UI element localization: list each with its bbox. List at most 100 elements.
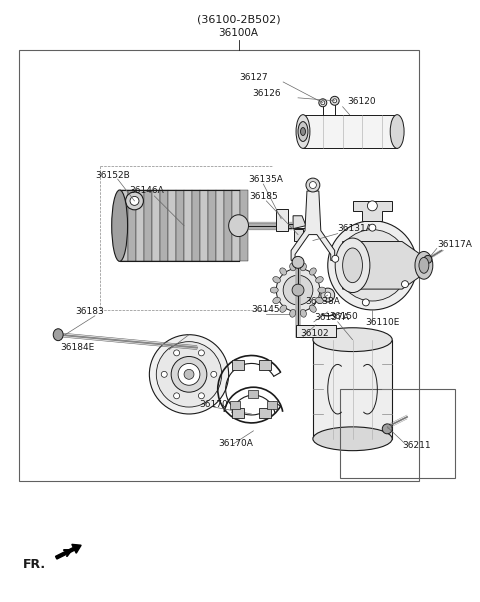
Ellipse shape [270,287,278,293]
Ellipse shape [310,305,316,312]
Bar [303,114,397,148]
Text: 36184E: 36184E [60,343,95,352]
Ellipse shape [415,252,433,279]
Ellipse shape [332,255,339,262]
Ellipse shape [424,255,432,263]
Ellipse shape [362,299,369,306]
Ellipse shape [367,201,377,211]
Ellipse shape [390,114,404,148]
Ellipse shape [335,238,370,293]
Bar [240,190,249,261]
Ellipse shape [130,196,139,205]
Text: (36100-2B502): (36100-2B502) [197,14,280,25]
Ellipse shape [156,342,222,407]
Ellipse shape [328,221,417,310]
Ellipse shape [321,101,325,105]
Bar [259,360,271,370]
Text: 36145: 36145 [252,305,280,314]
Bar [160,190,168,261]
Ellipse shape [273,276,280,283]
Bar [200,190,208,261]
Bar [168,190,176,261]
Bar [152,190,160,261]
Ellipse shape [273,297,280,303]
Ellipse shape [300,263,306,271]
Text: 36170: 36170 [199,400,228,409]
Ellipse shape [319,99,327,107]
Ellipse shape [280,268,287,275]
Text: FR.: FR. [23,557,46,571]
Ellipse shape [292,284,304,296]
Text: 36150: 36150 [330,312,359,321]
Ellipse shape [369,224,376,231]
Bar [144,190,152,261]
FancyArrow shape [56,544,81,559]
Bar [19,50,419,482]
Bar [232,190,240,261]
Bar [249,390,258,398]
Text: 36183: 36183 [75,308,104,317]
Ellipse shape [298,122,308,141]
Ellipse shape [174,350,180,356]
Bar [267,401,277,409]
Bar [208,190,216,261]
Text: 36126: 36126 [252,89,281,98]
Text: 36110E: 36110E [365,318,400,327]
Text: 36127: 36127 [240,72,268,81]
Polygon shape [291,191,335,260]
Ellipse shape [310,268,316,275]
Bar [232,408,243,418]
Text: 36138A: 36138A [305,297,340,306]
Text: 36211: 36211 [402,441,431,450]
Ellipse shape [161,371,167,377]
Bar [313,340,392,439]
Bar [232,360,243,370]
Ellipse shape [228,215,249,237]
Ellipse shape [325,292,331,298]
Ellipse shape [184,370,194,379]
Bar [340,389,455,479]
Text: 36117A: 36117A [437,240,472,249]
Bar [229,401,240,409]
Ellipse shape [280,305,287,312]
Polygon shape [343,241,432,289]
Text: 36146A: 36146A [130,187,164,196]
Bar [192,190,200,261]
Text: 36102: 36102 [300,329,329,338]
Ellipse shape [112,190,128,261]
Ellipse shape [316,276,323,283]
Text: 36185: 36185 [250,193,278,202]
Text: 36120: 36120 [348,98,376,107]
Ellipse shape [283,275,313,305]
Bar [176,190,184,261]
Polygon shape [294,229,303,241]
Polygon shape [352,201,392,221]
Ellipse shape [343,248,362,283]
Ellipse shape [290,309,296,317]
Ellipse shape [53,329,63,341]
Ellipse shape [296,114,310,148]
Bar [259,408,271,418]
Ellipse shape [178,364,200,385]
Text: 36152B: 36152B [95,170,130,179]
Ellipse shape [330,96,339,105]
Ellipse shape [300,309,306,317]
Ellipse shape [382,424,392,434]
Ellipse shape [313,427,392,451]
Ellipse shape [126,192,144,210]
Bar [216,190,224,261]
Bar [184,190,192,261]
Ellipse shape [198,350,204,356]
Ellipse shape [318,287,326,293]
Ellipse shape [171,356,207,392]
Ellipse shape [310,182,316,188]
Ellipse shape [336,229,408,301]
Ellipse shape [300,128,305,135]
Bar [136,190,144,261]
Text: 36170A: 36170A [219,439,253,448]
Bar [128,190,136,261]
Ellipse shape [198,393,204,399]
Text: 36100A: 36100A [218,28,259,39]
Polygon shape [276,209,288,231]
Ellipse shape [401,281,408,288]
